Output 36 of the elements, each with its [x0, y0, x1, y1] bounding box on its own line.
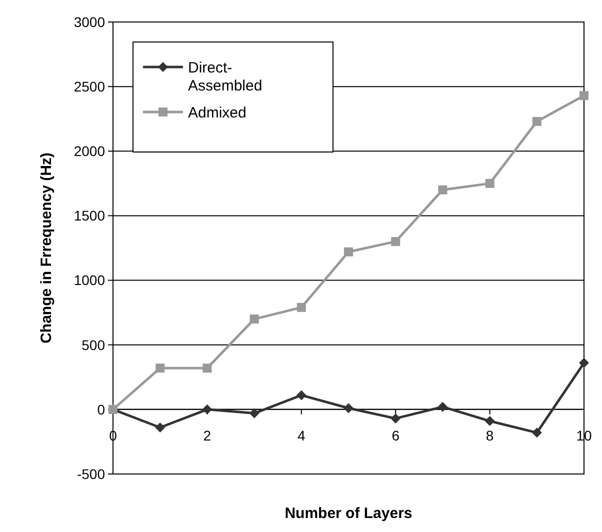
x-tick-label: 2 — [203, 427, 212, 444]
point — [155, 422, 166, 433]
y-tick-label: 500 — [82, 336, 106, 353]
x-tick-label: 6 — [392, 427, 400, 444]
legend-label: Admixed — [188, 104, 246, 122]
x-tick-label: 4 — [298, 427, 306, 444]
point — [580, 91, 588, 100]
point — [484, 416, 495, 426]
y-tick-label: 1500 — [74, 208, 106, 224]
point — [296, 302, 306, 312]
y-tick-label: 0 — [97, 401, 106, 418]
y-axis-title: Change in Frrequency (Hz) — [38, 152, 55, 344]
point — [532, 428, 542, 438]
point — [438, 185, 448, 194]
y-tick-label: -500 — [76, 466, 106, 482]
y-tick-label: 3000 — [74, 14, 106, 30]
point — [250, 314, 259, 324]
point — [296, 390, 306, 400]
point — [202, 404, 212, 414]
point — [579, 358, 589, 368]
x-axis-title: Number of Layers — [284, 505, 412, 522]
point — [485, 178, 494, 188]
point — [438, 402, 448, 412]
point — [156, 364, 165, 373]
y-tick-label: 2500 — [74, 78, 106, 94]
point — [390, 413, 401, 424]
point — [202, 364, 212, 373]
point — [532, 116, 542, 126]
point — [249, 408, 260, 418]
x-tick-label: 8 — [486, 427, 494, 444]
legend-label: Direct-Assembled — [188, 59, 262, 94]
y-tick-label: 1000 — [74, 272, 106, 288]
point — [344, 403, 354, 414]
y-tick-label: 2000 — [74, 143, 106, 160]
point — [344, 247, 353, 256]
point — [391, 237, 400, 246]
